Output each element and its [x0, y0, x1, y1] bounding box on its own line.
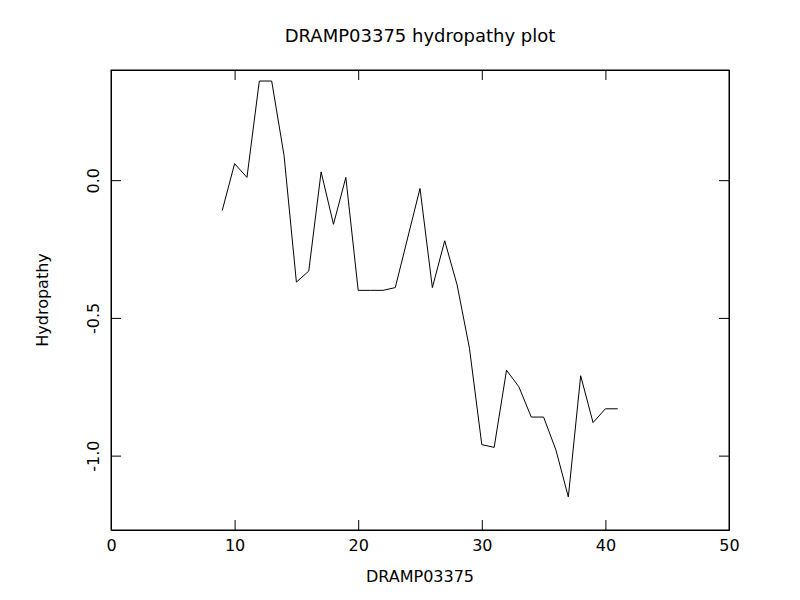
tick-mark [358, 70, 359, 80]
tick: -0.5 [84, 303, 121, 334]
tick: 20 [349, 520, 369, 555]
axis-line [729, 71, 730, 531]
y-axis-title: Hydropathy [33, 253, 52, 347]
tick-mark [482, 70, 483, 80]
tick-label: 20 [349, 536, 369, 555]
tick-label: 50 [719, 536, 739, 555]
tick-mark [719, 318, 729, 319]
tick-label: 0.0 [84, 168, 103, 193]
tick [605, 70, 606, 80]
tick-label: 30 [472, 536, 492, 555]
plot-area [222, 81, 618, 497]
tick-mark [605, 70, 606, 80]
tick-mark [235, 70, 236, 80]
tick [719, 456, 729, 457]
tick-mark [719, 456, 729, 457]
axis-line [112, 530, 730, 531]
tick-mark [605, 520, 606, 530]
chart-title: DRAMP03375 hydropathy plot [285, 25, 556, 46]
axis-line [112, 70, 730, 71]
tick-label: -1.0 [84, 441, 103, 472]
tick-mark [111, 180, 121, 181]
x-axis-top [112, 70, 730, 80]
tick [358, 70, 359, 80]
tick-mark [235, 520, 236, 530]
tick [482, 70, 483, 80]
tick-label: 40 [596, 536, 616, 555]
tick: 0.0 [84, 168, 121, 193]
tick-mark [358, 520, 359, 530]
tick-mark [482, 520, 483, 530]
y-axis: -1.0 -0.5 0.0 [84, 71, 121, 531]
tick-mark [719, 180, 729, 181]
tick [719, 180, 729, 181]
tick [719, 318, 729, 319]
y-axis-right [719, 71, 730, 531]
plot-frame [111, 70, 729, 530]
x-axis: 0 10 20 30 40 50 [106, 520, 739, 555]
tick-label: -0.5 [84, 303, 103, 334]
data-line [222, 81, 618, 497]
chart: 0 10 20 30 40 50 -1.0 -0.5 0.0 DRAMP03375 hydropa… [0, 0, 800, 600]
axis-line [111, 71, 112, 531]
tick-label: 0 [106, 536, 116, 555]
tick: 30 [472, 520, 492, 555]
x-axis-title: DRAMP03375 [366, 567, 474, 586]
tick-mark [111, 456, 121, 457]
tick: 40 [596, 520, 616, 555]
tick [235, 70, 236, 80]
tick-mark [111, 318, 121, 319]
tick: 10 [225, 520, 245, 555]
tick: -1.0 [84, 441, 121, 472]
tick-label: 10 [225, 536, 245, 555]
